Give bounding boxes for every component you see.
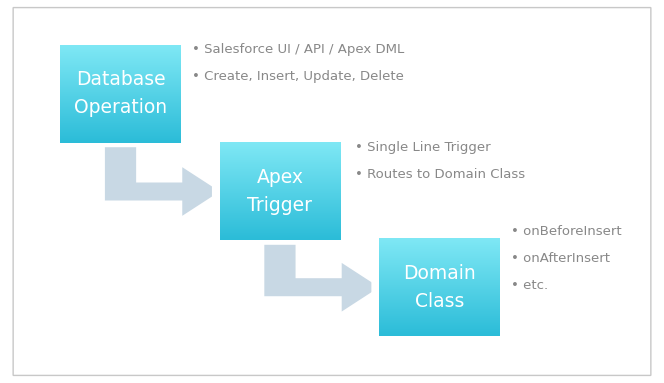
Text: • Create, Insert, Update, Delete: • Create, Insert, Update, Delete xyxy=(192,70,404,83)
Text: Apex
Trigger: Apex Trigger xyxy=(248,168,313,215)
Polygon shape xyxy=(264,240,379,311)
Text: • onBeforeInsert: • onBeforeInsert xyxy=(511,225,622,238)
Text: Domain
Class: Domain Class xyxy=(403,264,475,311)
Text: • onAfterInsert: • onAfterInsert xyxy=(511,252,610,265)
Polygon shape xyxy=(105,143,220,216)
FancyBboxPatch shape xyxy=(212,138,348,245)
Text: • Single Line Trigger: • Single Line Trigger xyxy=(355,141,491,154)
Text: • Routes to Domain Class: • Routes to Domain Class xyxy=(355,168,525,181)
Text: • Salesforce UI / API / Apex DML: • Salesforce UI / API / Apex DML xyxy=(192,43,404,56)
FancyBboxPatch shape xyxy=(371,234,507,340)
FancyBboxPatch shape xyxy=(52,41,189,147)
Text: Database
Operation: Database Operation xyxy=(74,70,167,118)
Text: • etc.: • etc. xyxy=(511,279,548,292)
